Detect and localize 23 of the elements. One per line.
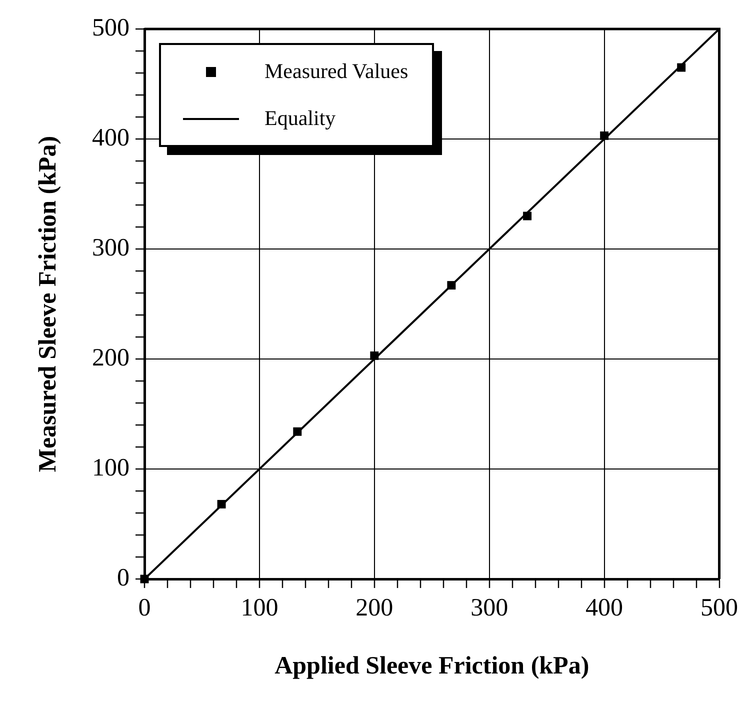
- legend-label: Equality: [264, 106, 336, 131]
- x-tick-label: 400: [586, 594, 624, 622]
- y-tick-label: 300: [92, 234, 130, 262]
- point: [523, 212, 532, 220]
- legend-label: Measured Values: [264, 59, 408, 84]
- point: [293, 427, 302, 436]
- x-tick-label: 300: [470, 594, 508, 622]
- x-axis-title: Applied Sleeve Friction (kPa): [274, 652, 590, 680]
- y-tick-label: 100: [92, 454, 130, 482]
- point: [447, 281, 456, 290]
- x-tick-label: 0: [138, 594, 151, 622]
- point: [600, 131, 609, 140]
- y-tick-label: 0: [117, 564, 130, 592]
- y-tick-label: 400: [92, 124, 130, 152]
- point: [217, 500, 226, 508]
- y-axis-title: Measured Sleeve Friction (kPa): [34, 136, 62, 472]
- x-tick-label: 200: [356, 594, 394, 622]
- x-tick-label: 500: [700, 594, 738, 622]
- point: [677, 63, 686, 72]
- x-tick-label: 100: [240, 594, 278, 622]
- y-tick-label: 200: [92, 344, 130, 372]
- point: [370, 351, 379, 360]
- y-tick-label: 500: [92, 14, 130, 42]
